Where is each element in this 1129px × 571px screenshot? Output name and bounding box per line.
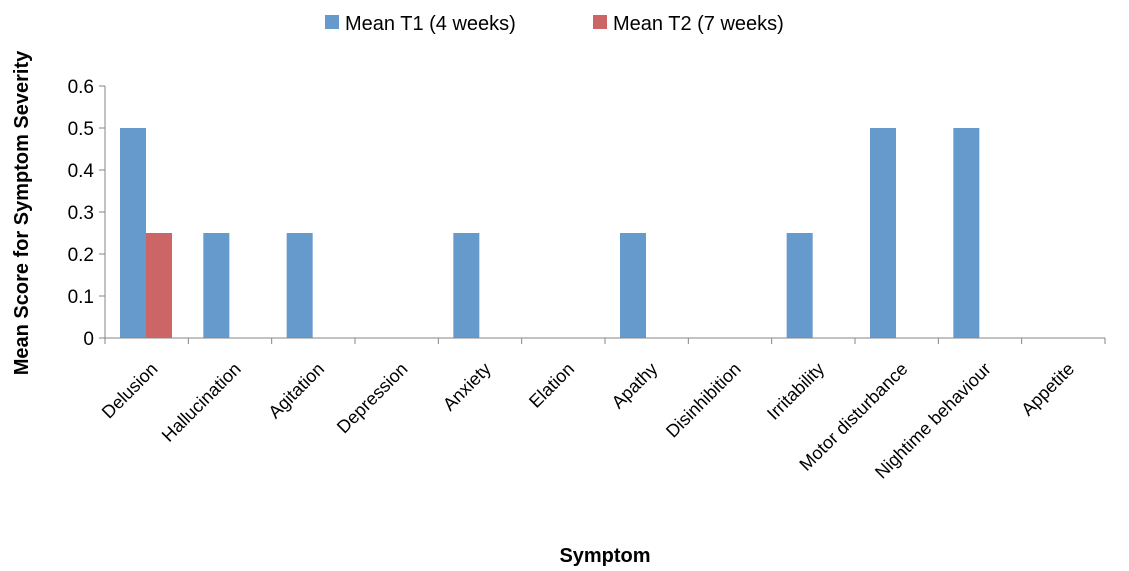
bar-series-1 [120, 128, 146, 338]
y-tick-label: 0.6 [68, 77, 94, 98]
legend-swatch-t2 [593, 15, 607, 29]
y-tick-label: 0.1 [68, 287, 94, 308]
bars [120, 128, 980, 338]
bar-series-2 [146, 233, 172, 338]
y-tick-label: 0.4 [68, 161, 95, 182]
x-tick-label: Agitation [264, 359, 328, 423]
x-tick-label: Hallucination [158, 359, 245, 446]
x-tick-label: Elation [525, 359, 578, 412]
legend-label-t2: Mean T2 (7 weeks) [613, 13, 784, 35]
bar-series-1 [203, 233, 230, 338]
y-tick-label: 0.5 [68, 119, 94, 140]
bar-series-1 [620, 233, 646, 338]
x-tick-label: Disinhibition [662, 359, 745, 442]
x-tick-label: Appetite [1017, 359, 1078, 420]
x-tick-label: Anxiety [439, 359, 495, 415]
x-axis-title: Symptom [559, 545, 650, 567]
x-tick-label: Delusion [98, 359, 162, 423]
bar-series-1 [786, 233, 813, 338]
x-tick-label: Apathy [608, 359, 662, 413]
bar-series-1 [453, 233, 480, 338]
y-axis: 0 0.1 0.2 0.3 0.4 0.5 0.6 [68, 77, 106, 350]
y-tick-label: 0.3 [68, 203, 94, 224]
y-axis-title: Mean Score for Symptom Severity [11, 50, 33, 375]
legend: Mean T1 (4 weeks) Mean T2 (7 weeks) [325, 13, 784, 35]
legend-item-t2: Mean T2 (7 weeks) [593, 13, 784, 35]
y-tick-label: 0 [83, 329, 94, 350]
legend-swatch-t1 [325, 15, 339, 29]
legend-label-t1: Mean T1 (4 weeks) [345, 13, 516, 35]
bar-series-1 [953, 128, 980, 338]
y-tick-label: 0.2 [68, 245, 94, 266]
legend-item-t1: Mean T1 (4 weeks) [325, 13, 516, 35]
x-tick-label: Irritability [763, 359, 828, 424]
bar-series-1 [286, 233, 313, 338]
x-tick-label: Depression [333, 359, 412, 438]
bar-series-1 [870, 128, 896, 338]
